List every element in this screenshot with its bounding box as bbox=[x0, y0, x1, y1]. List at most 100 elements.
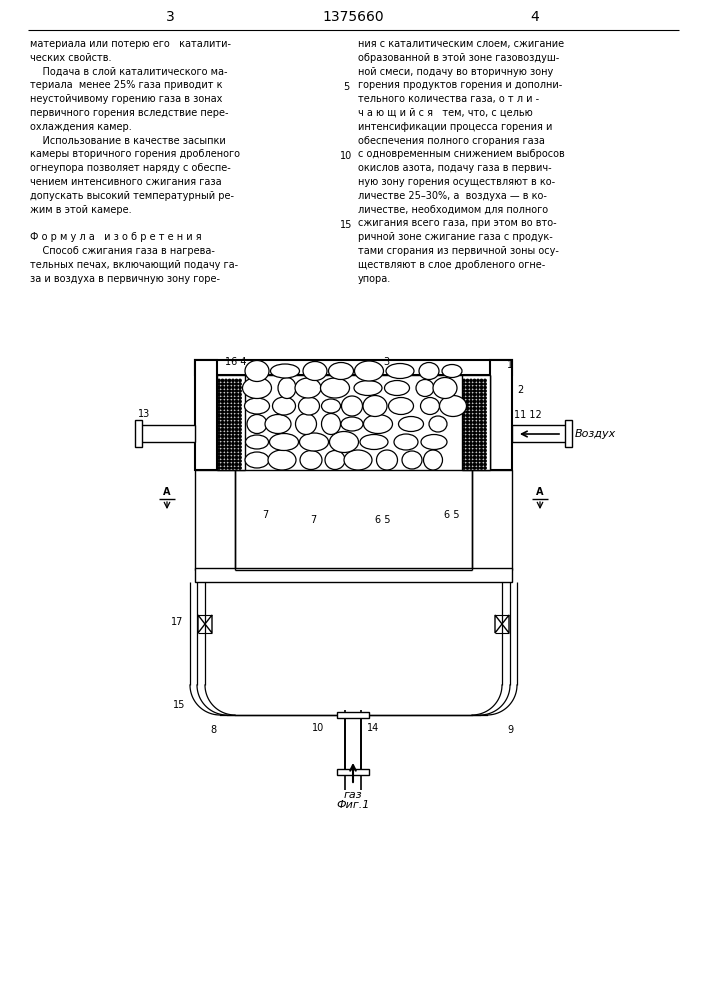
Circle shape bbox=[232, 411, 234, 413]
Text: ричной зоне сжигание газа с продук-: ричной зоне сжигание газа с продук- bbox=[358, 232, 553, 242]
Circle shape bbox=[484, 439, 486, 441]
Circle shape bbox=[467, 456, 469, 459]
Text: Воздух: Воздух bbox=[575, 429, 617, 439]
Circle shape bbox=[232, 390, 234, 392]
Circle shape bbox=[467, 390, 469, 392]
Bar bbox=[490, 360, 512, 470]
Ellipse shape bbox=[245, 452, 269, 468]
Circle shape bbox=[467, 453, 469, 455]
Bar bbox=[512, 425, 567, 442]
Circle shape bbox=[477, 383, 479, 385]
Circle shape bbox=[218, 467, 220, 469]
Circle shape bbox=[225, 411, 227, 413]
Text: 3: 3 bbox=[383, 357, 389, 367]
Polygon shape bbox=[198, 615, 212, 633]
Circle shape bbox=[463, 439, 465, 441]
Circle shape bbox=[463, 421, 465, 424]
Text: Подача в слой каталитического ма-: Подача в слой каталитического ма- bbox=[30, 67, 228, 77]
Circle shape bbox=[467, 411, 469, 413]
Text: ческих свойств.: ческих свойств. bbox=[30, 53, 112, 63]
Ellipse shape bbox=[247, 414, 267, 434]
Circle shape bbox=[225, 414, 227, 417]
Text: окислов азота, подачу газа в первич-: окислов азота, подачу газа в первич- bbox=[358, 163, 551, 173]
Circle shape bbox=[225, 425, 227, 427]
Circle shape bbox=[235, 407, 238, 410]
Circle shape bbox=[473, 460, 476, 462]
Text: 2: 2 bbox=[517, 385, 523, 395]
Circle shape bbox=[228, 421, 230, 424]
Text: 8: 8 bbox=[210, 725, 216, 735]
Text: 1: 1 bbox=[507, 360, 513, 370]
Circle shape bbox=[463, 456, 465, 459]
Circle shape bbox=[225, 453, 227, 455]
Polygon shape bbox=[495, 615, 509, 633]
Circle shape bbox=[484, 390, 486, 392]
Text: A: A bbox=[163, 487, 171, 497]
Circle shape bbox=[232, 397, 234, 399]
Ellipse shape bbox=[245, 360, 269, 381]
Circle shape bbox=[239, 432, 241, 434]
Ellipse shape bbox=[341, 396, 363, 416]
Circle shape bbox=[225, 428, 227, 431]
Circle shape bbox=[235, 442, 238, 445]
Circle shape bbox=[480, 463, 483, 466]
Circle shape bbox=[484, 460, 486, 462]
Circle shape bbox=[480, 393, 483, 396]
Ellipse shape bbox=[429, 416, 447, 432]
Bar bbox=[472, 470, 512, 570]
Circle shape bbox=[221, 425, 223, 427]
Circle shape bbox=[221, 411, 223, 413]
Circle shape bbox=[239, 446, 241, 448]
Circle shape bbox=[232, 456, 234, 459]
Ellipse shape bbox=[245, 435, 269, 449]
Circle shape bbox=[467, 421, 469, 424]
Circle shape bbox=[473, 435, 476, 438]
Circle shape bbox=[463, 404, 465, 406]
Circle shape bbox=[469, 442, 472, 445]
Circle shape bbox=[463, 379, 465, 382]
Text: за и воздуха в первичную зону горе-: за и воздуха в первичную зону горе- bbox=[30, 274, 220, 284]
Circle shape bbox=[480, 446, 483, 448]
Ellipse shape bbox=[300, 450, 322, 470]
Circle shape bbox=[235, 386, 238, 389]
Circle shape bbox=[232, 446, 234, 448]
Bar bbox=[565, 420, 572, 447]
Circle shape bbox=[225, 421, 227, 424]
Circle shape bbox=[473, 456, 476, 459]
Circle shape bbox=[218, 418, 220, 420]
Ellipse shape bbox=[329, 432, 358, 452]
Circle shape bbox=[228, 383, 230, 385]
Circle shape bbox=[239, 421, 241, 424]
Circle shape bbox=[239, 418, 241, 420]
Circle shape bbox=[473, 449, 476, 452]
Circle shape bbox=[235, 383, 238, 385]
Text: горения продуктов горения и дополни-: горения продуктов горения и дополни- bbox=[358, 80, 562, 90]
Circle shape bbox=[239, 449, 241, 452]
Text: чением интенсивного сжигания газа: чением интенсивного сжигания газа bbox=[30, 177, 221, 187]
Circle shape bbox=[232, 421, 234, 424]
Text: материала или потерю его   каталити-: материала или потерю его каталити- bbox=[30, 39, 231, 49]
Text: первичного горения вследствие пере-: первичного горения вследствие пере- bbox=[30, 108, 228, 118]
Circle shape bbox=[239, 442, 241, 445]
Circle shape bbox=[469, 383, 472, 385]
Circle shape bbox=[218, 460, 220, 462]
Circle shape bbox=[239, 456, 241, 459]
Circle shape bbox=[469, 446, 472, 448]
Bar bbox=[195, 568, 512, 582]
Text: Фиг.1: Фиг.1 bbox=[337, 800, 370, 810]
Circle shape bbox=[469, 379, 472, 382]
Circle shape bbox=[484, 453, 486, 455]
Circle shape bbox=[218, 439, 220, 441]
Circle shape bbox=[473, 463, 476, 466]
Circle shape bbox=[477, 390, 479, 392]
Circle shape bbox=[480, 425, 483, 427]
Ellipse shape bbox=[386, 363, 414, 378]
Ellipse shape bbox=[363, 414, 392, 434]
Circle shape bbox=[473, 397, 476, 399]
Circle shape bbox=[235, 467, 238, 469]
Circle shape bbox=[473, 400, 476, 403]
Circle shape bbox=[463, 467, 465, 469]
Circle shape bbox=[225, 418, 227, 420]
Circle shape bbox=[469, 407, 472, 410]
Circle shape bbox=[484, 421, 486, 424]
